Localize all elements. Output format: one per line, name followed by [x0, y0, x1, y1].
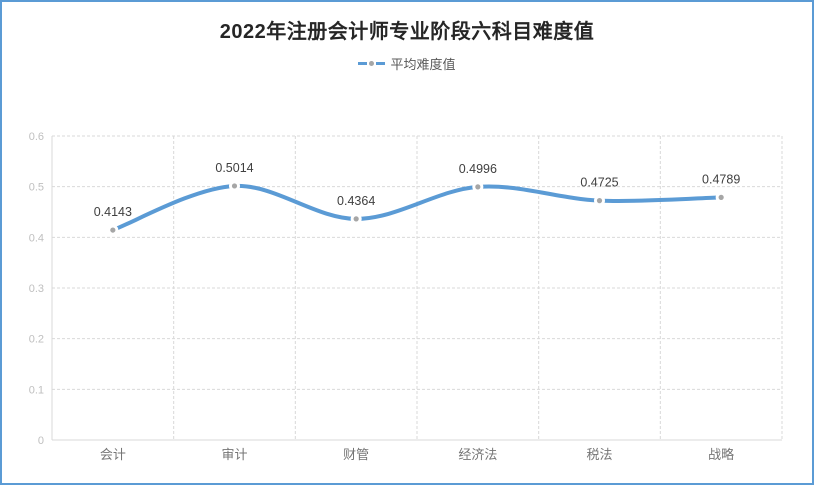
- data-label: 0.4143: [94, 205, 132, 219]
- data-point: [231, 183, 238, 189]
- data-label: 0.4725: [580, 176, 618, 190]
- y-tick-label: 0.5: [29, 182, 44, 194]
- legend-line-left-icon: [358, 62, 368, 65]
- y-tick-label: 0.2: [29, 334, 44, 346]
- legend-marker-icon: [369, 61, 375, 66]
- data-label: 0.4996: [459, 162, 497, 176]
- data-point: [353, 216, 359, 222]
- chart-title: 2022年注册会计师专业阶段六科目难度值: [219, 21, 595, 43]
- y-tick-label: 0.3: [29, 283, 44, 295]
- legend-line-right-icon: [376, 62, 386, 65]
- x-category-label: 财管: [343, 447, 369, 462]
- data-point: [718, 194, 724, 200]
- y-tick-label: 0.4: [29, 232, 44, 244]
- x-category-label: 经济法: [458, 447, 497, 462]
- x-category-label: 会计: [100, 447, 126, 462]
- legend-label: 平均难度值: [390, 57, 456, 72]
- data-point: [110, 227, 116, 233]
- x-category-label: 税法: [586, 447, 612, 462]
- data-point: [475, 184, 481, 190]
- series-line: [110, 183, 724, 233]
- data-label: 0.5014: [215, 161, 253, 175]
- data-point: [596, 198, 603, 204]
- legend: 平均难度值: [2, 54, 812, 73]
- y-tick-label: 0: [38, 435, 44, 447]
- data-label: 0.4789: [702, 172, 740, 186]
- y-tick-label: 0.6: [29, 131, 44, 143]
- data-label: 0.4364: [337, 194, 375, 208]
- x-category-label: 战略: [708, 447, 734, 462]
- y-tick-label: 0.1: [29, 384, 44, 396]
- x-category-label: 审计: [221, 447, 247, 462]
